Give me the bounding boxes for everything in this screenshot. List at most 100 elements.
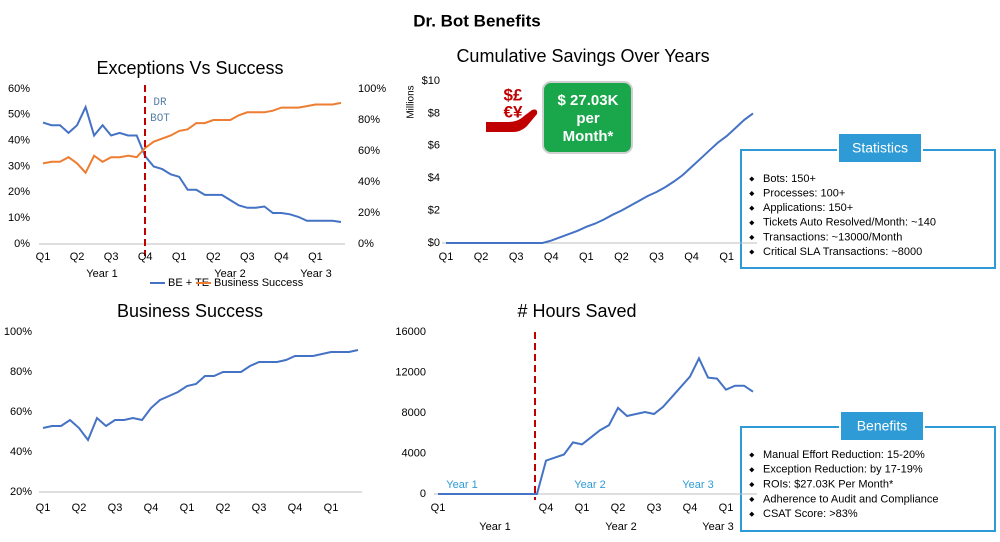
x-tick-label: Q1 xyxy=(172,251,187,263)
y-tick-label: 20% xyxy=(10,486,32,498)
year-annotation: Year 2 xyxy=(574,479,605,491)
year-label: Year 3 xyxy=(300,268,331,280)
series-line xyxy=(42,349,359,443)
x-tick-label: Q2 xyxy=(474,251,489,263)
x-tick-label: Q3 xyxy=(108,502,123,514)
list-item: Critical SLA Transactions: ~8000 xyxy=(763,246,922,258)
x-tick-label: Q3 xyxy=(649,251,664,263)
statistics-box xyxy=(740,149,996,269)
x-tick-label: Q2 xyxy=(70,251,85,263)
x-tick-label: Q2 xyxy=(72,502,87,514)
y-axis-label: Millions xyxy=(406,85,417,118)
y-tick-label: 60% xyxy=(10,406,32,418)
list-item: Processes: 100+ xyxy=(763,188,845,200)
x-tick-label: Q2 xyxy=(216,502,231,514)
chart-title: # Hours Saved xyxy=(517,301,636,321)
list-item: CSAT Score: >83% xyxy=(763,508,858,520)
badge xyxy=(542,81,633,154)
list-item: Transactions: ~13000/Month xyxy=(763,231,902,243)
y-tick-label: 8000 xyxy=(402,407,426,419)
y-tick-label: $8 xyxy=(428,107,440,119)
y2-tick-label: 80% xyxy=(358,114,380,126)
list-item: Manual Effort Reduction: 15-20% xyxy=(763,449,925,461)
y-tick-label: 4000 xyxy=(402,447,426,459)
y-tick-label: $4 xyxy=(428,172,440,184)
statistics-tab xyxy=(837,132,923,164)
bullet xyxy=(749,511,755,517)
hand-icon xyxy=(486,109,538,132)
benefits-tab xyxy=(839,410,925,442)
x-tick-label: Q1 xyxy=(579,251,594,263)
y-tick-label: 80% xyxy=(10,366,32,378)
y-tick-label: $0 xyxy=(428,237,440,249)
list-item: Tickets Auto Resolved/Month: ~140 xyxy=(763,217,936,229)
series-line xyxy=(42,101,342,175)
y-tick-label: 100% xyxy=(4,326,32,338)
benefits-title: Benefits xyxy=(857,418,908,434)
y2-tick-label: 100% xyxy=(358,83,386,95)
year-label: Year 2 xyxy=(605,521,636,533)
x-tick-label: Q1 xyxy=(719,251,734,263)
year-annotation: Year 1 xyxy=(446,479,477,491)
page-title: Dr. Bot Benefits xyxy=(413,11,541,30)
year-annotation: Year 3 xyxy=(682,479,713,491)
list-item: Exception Reduction: by 17-19% xyxy=(763,464,923,476)
y-tick-label: 0% xyxy=(14,238,30,250)
statistics-title: Statistics xyxy=(852,140,908,156)
x-tick-label: Q1 xyxy=(36,251,51,263)
bullet xyxy=(749,452,755,458)
y2-tick-label: 0% xyxy=(358,238,374,250)
badge-text: $ 27.03K xyxy=(558,92,619,109)
logo: BOT xyxy=(150,113,170,125)
x-tick-label: Q1 xyxy=(324,502,339,514)
y-tick-label: 30% xyxy=(8,160,30,172)
y-tick-label: 10% xyxy=(8,212,30,224)
x-tick-label: Q4 xyxy=(274,251,289,263)
x-tick-label: Q4 xyxy=(544,251,559,263)
y2-tick-label: 60% xyxy=(358,145,380,157)
series-line xyxy=(42,104,342,223)
x-tick-label: Q4 xyxy=(684,251,699,263)
x-tick-label: Q1 xyxy=(431,502,446,514)
y-tick-label: 40% xyxy=(8,135,30,147)
x-tick-label: Q4 xyxy=(138,251,153,263)
x-tick-label: Q2 xyxy=(206,251,221,263)
y-tick-label: 16000 xyxy=(395,326,426,338)
x-tick-label: Q1 xyxy=(575,502,590,514)
year-label: Year 1 xyxy=(86,268,117,280)
x-tick-label: Q3 xyxy=(240,251,255,263)
logo: DR xyxy=(153,97,167,109)
y-tick-label: 0 xyxy=(420,488,426,500)
list-item: Applications: 150+ xyxy=(763,202,853,214)
x-tick-label: Q1 xyxy=(439,251,454,263)
list-item: Bots: 150+ xyxy=(763,173,816,185)
x-tick-label: Q1 xyxy=(308,251,323,263)
legend-label: Business Success xyxy=(214,277,304,289)
year-label: Year 2 xyxy=(214,268,245,280)
badge-text: Month* xyxy=(563,128,614,145)
y2-tick-label: 40% xyxy=(358,176,380,188)
x-tick-label: Q1 xyxy=(180,502,195,514)
chart-title: Exceptions Vs Success xyxy=(96,58,283,78)
y-tick-label: $6 xyxy=(428,140,440,152)
y-tick-label: 60% xyxy=(8,83,30,95)
y2-tick-label: 20% xyxy=(358,207,380,219)
bullet xyxy=(749,234,755,240)
x-tick-label: Q3 xyxy=(647,502,662,514)
series-line xyxy=(446,112,754,244)
x-tick-label: Q4 xyxy=(288,502,303,514)
y-tick-label: 20% xyxy=(8,186,30,198)
x-tick-label: Q2 xyxy=(611,502,626,514)
badge-text: per xyxy=(576,110,600,127)
x-tick-label: Q1 xyxy=(719,502,734,514)
series-line xyxy=(438,355,754,495)
y-tick-label: $10 xyxy=(422,75,440,87)
y-tick-label: 40% xyxy=(10,446,32,458)
chart-title: Cumulative Savings Over Years xyxy=(456,46,709,66)
chart-title: Business Success xyxy=(117,301,263,321)
x-tick-label: Q3 xyxy=(252,502,267,514)
x-tick-label: Q1 xyxy=(36,502,51,514)
bullet xyxy=(749,496,755,502)
x-tick-label: Q4 xyxy=(144,502,159,514)
